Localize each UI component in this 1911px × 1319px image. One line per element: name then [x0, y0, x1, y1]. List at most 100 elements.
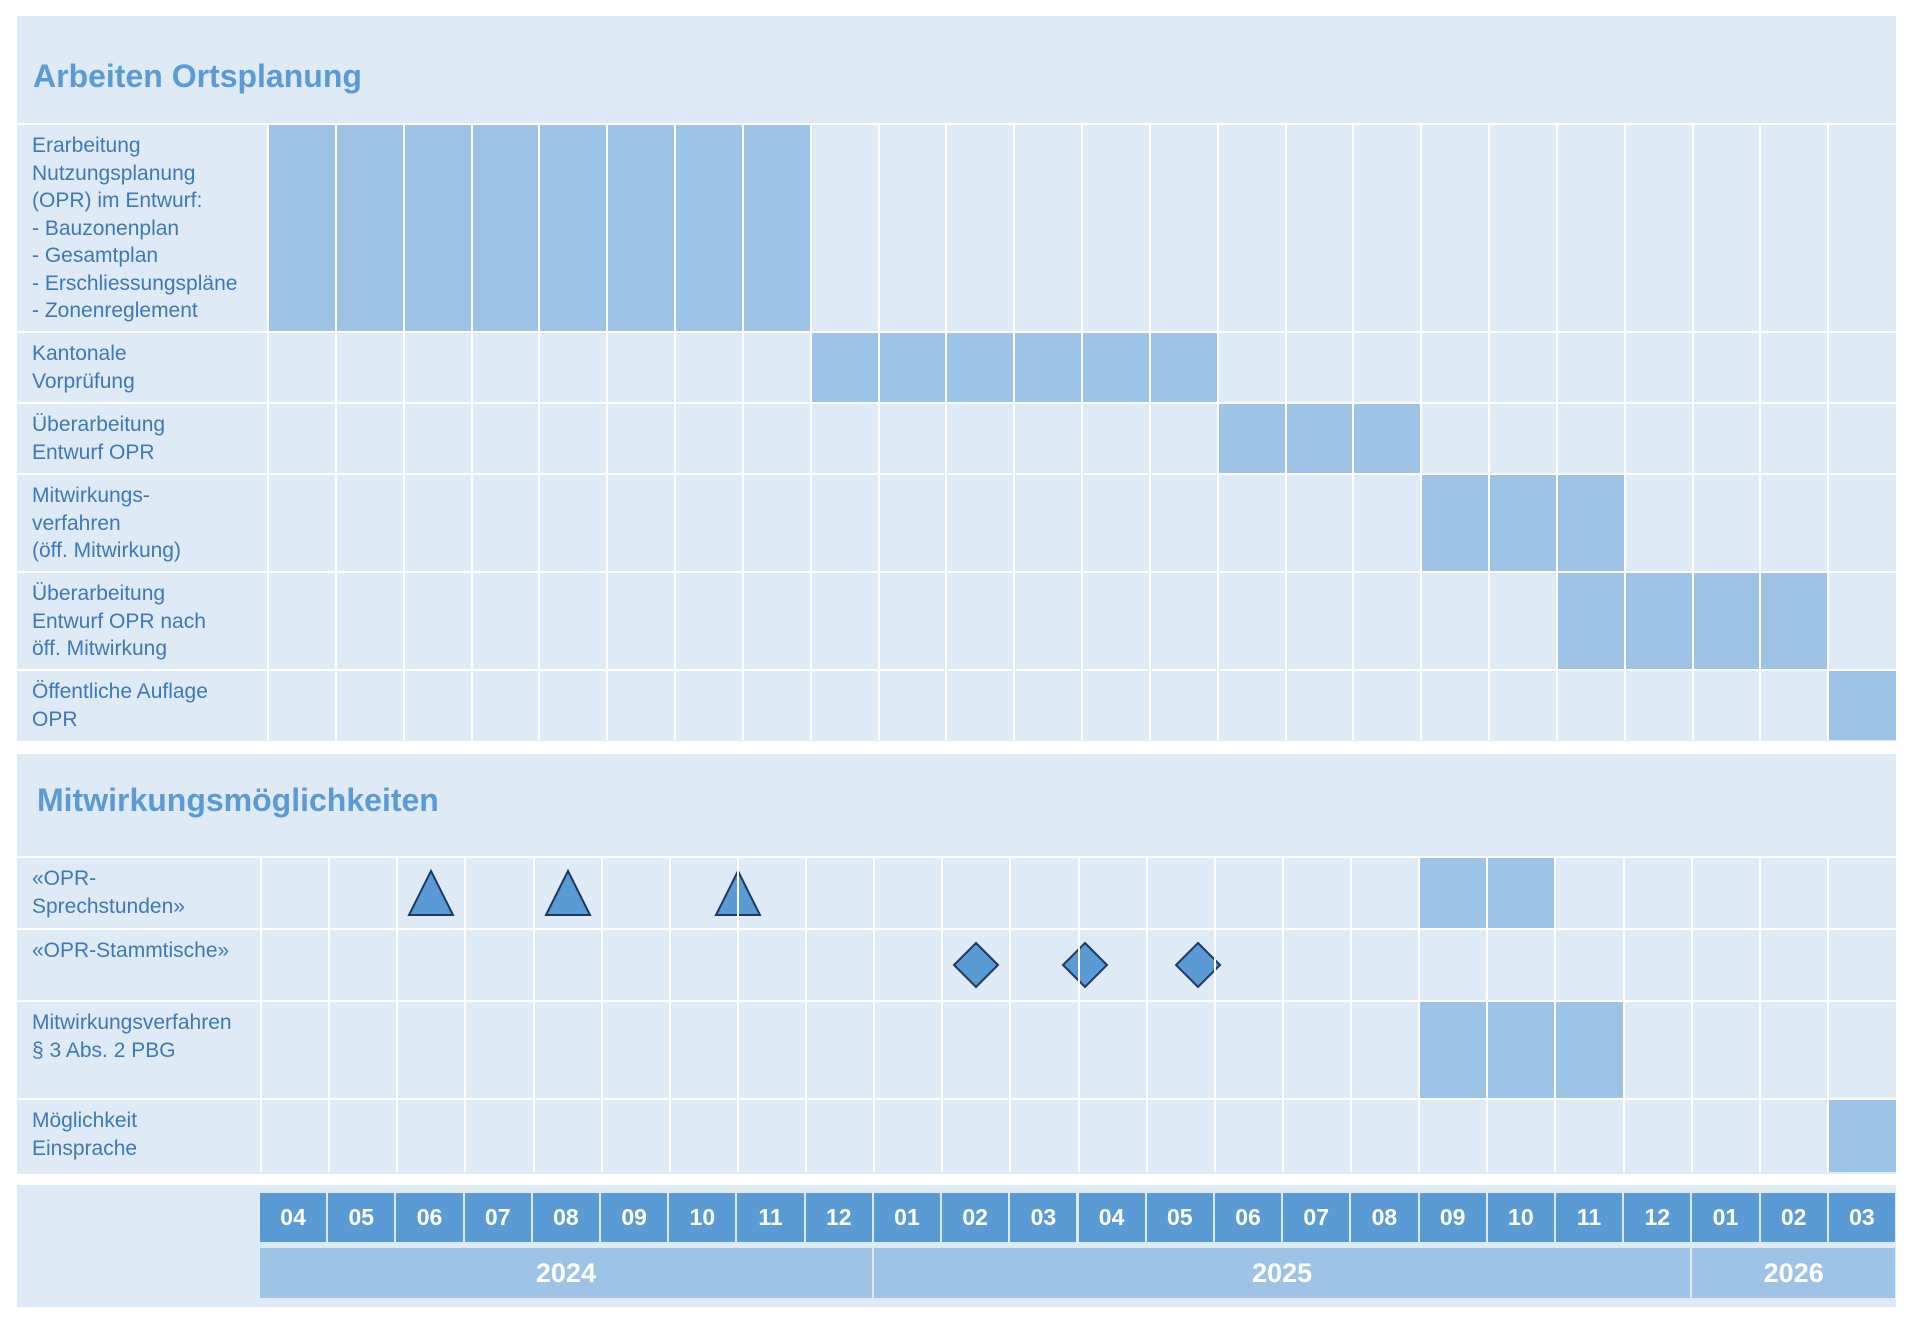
row-divider: [17, 331, 1896, 333]
month-label: 02: [942, 1193, 1009, 1242]
bar-cell: [675, 124, 743, 332]
month-label: 06: [1214, 1193, 1282, 1242]
month-label: 07: [464, 1193, 531, 1242]
month-label: 01: [873, 1193, 941, 1242]
bar-cell: [1014, 332, 1082, 403]
bar-cell: [1555, 1001, 1624, 1099]
year-label: 2026: [1692, 1248, 1895, 1298]
column-divider: [805, 857, 807, 1172]
bar-cell: [1149, 332, 1218, 403]
bar-cell: [1556, 572, 1625, 670]
column-divider: [1758, 857, 1761, 1172]
month-label: 12: [1624, 1193, 1691, 1242]
column-divider: [1691, 124, 1694, 740]
row-divider: [17, 928, 1896, 930]
bar-cell: [1827, 1099, 1896, 1172]
bar-cell: [878, 332, 947, 403]
bar-cell: [1419, 1001, 1488, 1099]
bar-cell: [1828, 670, 1896, 740]
column-divider: [1281, 857, 1284, 1172]
bar-cell: [268, 124, 336, 332]
year-label: 2025: [873, 1248, 1691, 1298]
month-label: 01: [1692, 1193, 1759, 1242]
column-divider: [1284, 124, 1287, 740]
column-divider: [1213, 857, 1216, 1172]
row-label: «OPR-Stammtische»: [32, 939, 230, 962]
column-divider: [1690, 857, 1693, 1172]
month-label: 04: [1078, 1193, 1145, 1242]
triangle-marker: [543, 868, 592, 916]
month-label: 04: [260, 1193, 327, 1242]
column-divider: [1352, 124, 1355, 740]
column-divider: [1148, 124, 1151, 740]
year-label: 2024: [260, 1248, 872, 1298]
column-divider: [1145, 857, 1148, 1172]
bar-cell: [1353, 403, 1422, 474]
month-label: 02: [1760, 1193, 1827, 1242]
column-divider: [1623, 124, 1626, 740]
row-label: Öffentliche Auflage OPR: [32, 680, 208, 731]
row-divider: [17, 1098, 1896, 1100]
column-divider: [1013, 124, 1016, 740]
month-label: 09: [1419, 1193, 1486, 1242]
month-label: 05: [328, 1193, 395, 1242]
bar-cell: [1489, 474, 1557, 572]
bar-cell: [1217, 403, 1286, 474]
column-divider: [538, 124, 541, 740]
column-divider: [1077, 857, 1080, 1172]
column-divider: [1555, 124, 1558, 740]
row-label: Kantonale Vorprüfung: [32, 342, 135, 393]
row-divider: [17, 402, 1896, 404]
bar-cell: [539, 124, 608, 332]
section1-title: Arbeiten Ortsplanung: [33, 58, 362, 94]
column-divider: [402, 124, 405, 740]
column-divider: [532, 857, 535, 1172]
bar-cell: [1487, 857, 1556, 929]
month-label: 10: [669, 1193, 736, 1242]
month-label: 12: [805, 1193, 872, 1242]
month-label: 08: [1351, 1193, 1418, 1242]
column-divider: [945, 124, 948, 740]
row-label: Überarbeitung Entwurf OPR: [32, 413, 166, 464]
column-divider: [674, 124, 676, 740]
diamond-marker: [1174, 941, 1222, 989]
row-label: Erarbeitung Nutzungsplanung (OPR) im Ent…: [32, 134, 238, 322]
bar-cell: [810, 332, 879, 403]
bar-cell: [607, 124, 675, 332]
column-divider: [1420, 124, 1423, 740]
month-label: 03: [1010, 1193, 1077, 1242]
month-label: 07: [1283, 1193, 1350, 1242]
month-label: 09: [601, 1193, 668, 1242]
column-divider: [1216, 124, 1219, 740]
column-divider: [941, 857, 944, 1172]
column-divider: [1622, 857, 1625, 1172]
column-divider: [328, 857, 331, 1172]
column-divider: [260, 857, 262, 1172]
column-divider: [396, 857, 399, 1172]
column-divider: [1081, 124, 1083, 740]
bar-cell: [471, 124, 540, 332]
row-divider: [17, 856, 1896, 858]
bar-cell: [1487, 1001, 1556, 1099]
month-label: 06: [396, 1193, 463, 1242]
column-divider: [668, 857, 671, 1172]
column-divider: [736, 857, 739, 1172]
column-divider: [334, 124, 337, 740]
month-label: 08: [532, 1193, 600, 1242]
bar-cell: [1556, 474, 1625, 572]
column-divider: [1009, 857, 1012, 1172]
column-divider: [267, 124, 269, 740]
column-divider: [1418, 857, 1421, 1172]
row-label: Mitwirkungsverfahren § 3 Abs. 2 PBG: [32, 1011, 232, 1062]
column-divider: [464, 857, 467, 1172]
month-label: 05: [1146, 1193, 1213, 1242]
column-divider: [873, 857, 876, 1172]
row-label: Überarbeitung Entwurf OPR nach öff. Mitw…: [32, 582, 206, 660]
bar-cell: [1624, 572, 1693, 670]
row-divider: [17, 669, 1896, 671]
month-label: 10: [1487, 1193, 1554, 1242]
column-divider: [1554, 857, 1557, 1172]
column-divider: [1488, 124, 1490, 740]
diamond-marker: [1061, 941, 1109, 989]
